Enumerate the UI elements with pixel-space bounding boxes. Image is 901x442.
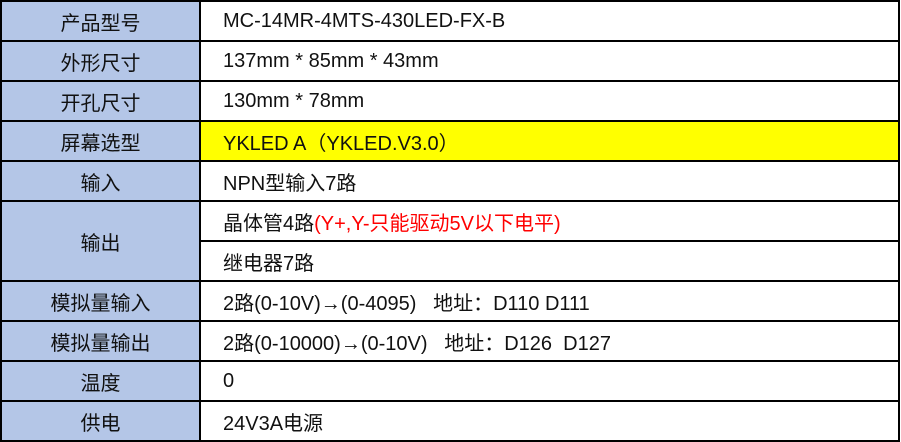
row-value: 2路(0-10V)→(0-4095) 地址：D110 D111 [199,280,900,322]
row-value: 2路(0-10000)→(0-10V) 地址：D126 D127 [199,320,900,362]
table-row: 开孔尺寸 130mm * 78mm [0,80,900,122]
table-row: 外形尺寸 137mm * 85mm * 43mm [0,40,900,82]
row-label: 开孔尺寸 [0,80,201,122]
table-row: 温度 0 [0,360,900,402]
row-label: 外形尺寸 [0,40,201,82]
row-value: 137mm * 85mm * 43mm [199,40,900,82]
row-value: 130mm * 78mm [199,80,900,122]
row-value: 继电器7路 [199,240,900,282]
table-row: 产品型号 MC-14MR-4MTS-430LED-FX-B [0,0,900,42]
row-value: 晶体管4路(Y+,Y-只能驱动5V以下电平) [199,200,900,242]
row-label: 模拟量输入 [0,280,201,322]
row-label: 产品型号 [0,0,201,42]
table-row: 输入 NPN型输入7路 [0,160,900,202]
table-row: 模拟量输出 2路(0-10000)→(0-10V) 地址：D126 D127 [0,320,900,362]
table-row: 屏幕选型 YKLED A（YKLED.V3.0） [0,120,900,162]
table-row: 模拟量输入 2路(0-10V)→(0-4095) 地址：D110 D111 [0,280,900,322]
output-transistor: 晶体管4路 [223,212,315,235]
row-value: 0 [199,360,900,402]
row-label: 输入 [0,160,201,202]
row-value: MC-14MR-4MTS-430LED-FX-B [199,0,900,42]
row-label: 模拟量输出 [0,320,201,362]
row-value: NPN型输入7路 [199,160,900,202]
row-value-highlighted: YKLED A（YKLED.V3.0） [199,120,900,162]
row-label: 温度 [0,360,201,402]
row-label: 输出 [0,200,201,282]
table-row: 输出 晶体管4路(Y+,Y-只能驱动5V以下电平) [0,200,900,282]
row-label: 屏幕选型 [0,120,201,162]
output-warning-note: (Y+,Y-只能驱动5V以下电平) [314,212,561,235]
table-row: 供电 24V3A电源 [0,400,900,442]
row-label: 供电 [0,400,201,442]
row-value: 24V3A电源 [199,400,900,442]
table-row: 继电器7路 [1,240,900,282]
